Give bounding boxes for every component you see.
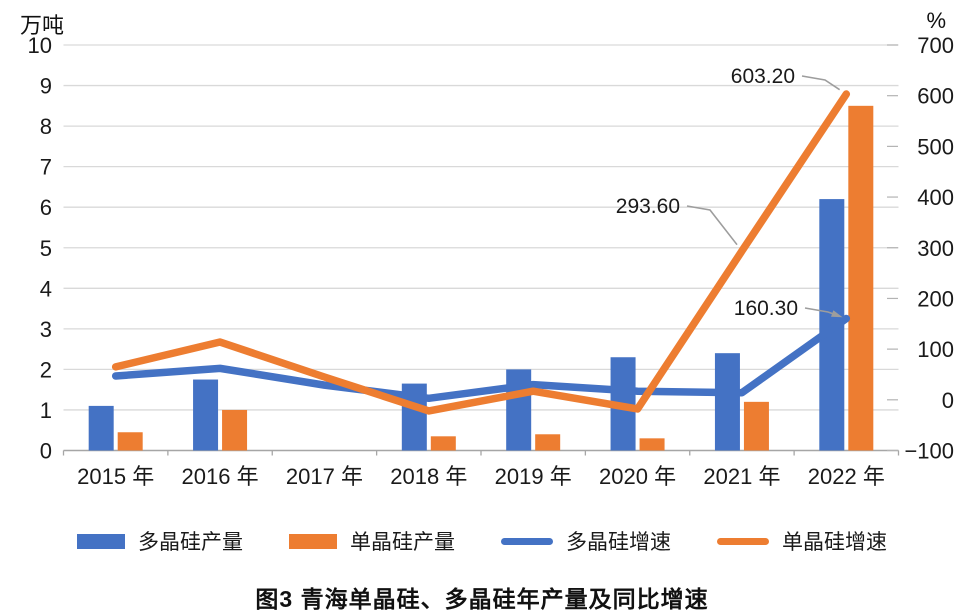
x-axis-label: 2019 年: [495, 464, 572, 489]
bar-mono-2016年: [222, 409, 248, 451]
legend-line-swatch-orange: [717, 537, 769, 545]
legend-label: 多晶硅增速: [566, 531, 671, 554]
annotation-label: 603.20: [731, 65, 795, 88]
bar-mono-2015年: [117, 432, 143, 451]
left-axis-tick-label: 6: [40, 195, 52, 220]
right-axis-tick-label: 0: [942, 388, 954, 413]
left-axis-tick-label: 7: [40, 155, 52, 180]
left-axis-tick-label: 1: [40, 398, 52, 423]
annotation-label: 160.30: [734, 297, 798, 320]
legend-item-mono-growth: 单晶硅增速: [717, 526, 887, 556]
combo-chart: 0 1 2 3 4 5 6 7 8 9 10 −100 0 100 200 300 400 500 600 700 20…: [28, 33, 954, 489]
annotation-leader: [801, 75, 841, 91]
right-axis-unit-label: %: [926, 8, 946, 33]
bar-poly-2019年: [506, 369, 532, 451]
bar-mono-2021年: [743, 401, 769, 451]
legend-line-swatch-blue: [501, 537, 553, 545]
x-axis-label: 2016 年: [182, 464, 259, 489]
right-axis-tick-label: 300: [917, 236, 954, 261]
bar-mono-2022年: [848, 105, 874, 451]
growth-line-mono: [111, 90, 851, 415]
bar-poly-2015年: [88, 405, 114, 451]
left-axis-tick-label: 5: [40, 236, 52, 261]
legend-label: 单晶硅产量: [350, 531, 455, 554]
x-axis-label: 2022 年: [808, 464, 885, 489]
left-axis-unit-label: 万吨: [20, 13, 65, 38]
legend-label: 多晶硅产量: [138, 531, 243, 554]
bar-mono-2018年: [430, 436, 456, 451]
legend-bar-swatch-orange: [289, 533, 337, 549]
right-axis-tick-label: −100: [904, 439, 954, 464]
right-axis-tick-label: 500: [917, 134, 954, 159]
right-axis-tick-label: 200: [917, 286, 954, 311]
x-axis-label: 2018 年: [390, 464, 467, 489]
right-axis-tick-label: 400: [917, 185, 954, 210]
right-axis-tick-label: 100: [917, 337, 954, 362]
bar-poly-2016年: [193, 379, 219, 451]
annotation-leader: [686, 205, 738, 246]
legend-item-poly-growth: 多晶硅增速: [501, 526, 671, 556]
left-axis-tick-label: 8: [40, 114, 52, 139]
legend-bar-swatch-blue: [77, 533, 125, 549]
left-axis-tick-label: 0: [40, 439, 52, 464]
figure-caption: 图3 青海单晶硅、多晶硅年产量及同比增速: [255, 586, 709, 612]
left-axis-tick-label: 4: [40, 276, 52, 301]
right-axis-tick-label: 700: [917, 33, 954, 58]
left-axis-tick-label: 9: [40, 74, 52, 99]
annotation-label: 293.60: [616, 195, 680, 218]
legend-item-poly-production: 多晶硅产量: [77, 526, 243, 556]
bar-mono-2020年: [639, 438, 665, 451]
x-axis-label: 2021 年: [703, 464, 780, 489]
chart-legend: 多晶硅产量 单晶硅产量 多晶硅增速 单晶硅增速: [0, 526, 964, 556]
annotation-arrowhead: [831, 310, 843, 318]
right-axis-tick-label: 600: [917, 84, 954, 109]
x-axis-label: 2017 年: [286, 464, 363, 489]
legend-label: 单晶硅增速: [782, 531, 887, 554]
left-axis-tick-label: 3: [40, 317, 52, 342]
x-axis-label: 2015 年: [77, 464, 154, 489]
left-axis-tick-label: 10: [28, 33, 52, 58]
growth-line-poly: [111, 314, 851, 403]
legend-item-mono-production: 单晶硅产量: [289, 526, 455, 556]
left-axis-tick-label: 2: [40, 357, 52, 382]
x-axis-label: 2020 年: [599, 464, 676, 489]
bar-poly-2021年: [714, 353, 740, 451]
bar-mono-2019年: [535, 434, 561, 451]
